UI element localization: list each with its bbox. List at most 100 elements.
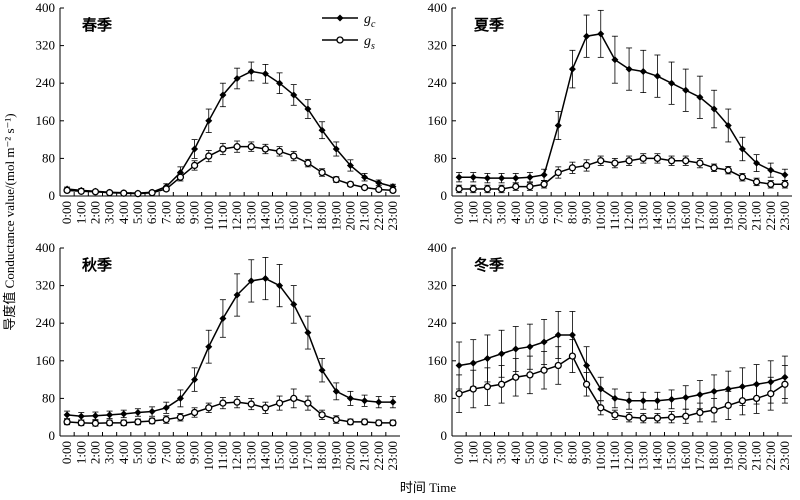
- line: [67, 397, 393, 425]
- marker: [375, 398, 383, 406]
- legend-marker: [336, 14, 344, 22]
- marker: [455, 390, 463, 398]
- marker: [304, 159, 312, 167]
- marker: [781, 380, 789, 388]
- x-tick-label: 20:00: [342, 441, 357, 471]
- marker: [696, 159, 704, 167]
- x-tick-label: 8:00: [564, 441, 579, 464]
- marker: [318, 411, 326, 419]
- marker: [346, 180, 355, 188]
- x-tick-label: 4:00: [116, 201, 131, 224]
- x-tick-label: 18:00: [314, 441, 329, 471]
- x-tick-label: 23:00: [777, 441, 792, 471]
- x-tick-label: 0:00: [451, 201, 466, 224]
- x-tick-label: 7:00: [550, 441, 565, 464]
- legend-label-sub: s: [371, 41, 375, 52]
- marker: [290, 300, 298, 308]
- marker: [389, 398, 397, 406]
- marker: [63, 186, 71, 195]
- marker: [63, 418, 71, 426]
- x-tick-label: 5:00: [130, 441, 145, 464]
- line: [459, 157, 785, 190]
- marker: [261, 275, 269, 283]
- y-tick-label: 240: [36, 75, 56, 90]
- y-tick-label: 0: [49, 188, 56, 203]
- x-tick-label: 21:00: [357, 441, 372, 471]
- marker: [361, 173, 369, 181]
- marker: [276, 79, 284, 87]
- marker: [332, 415, 340, 424]
- marker: [91, 188, 100, 196]
- marker: [455, 185, 463, 193]
- marker: [219, 91, 227, 99]
- marker: [724, 385, 732, 393]
- x-tick-label: 9:00: [579, 201, 594, 224]
- y-tick-label: 80: [434, 150, 447, 165]
- x-tick-label: 22:00: [371, 441, 386, 471]
- marker: [455, 173, 463, 181]
- marker: [261, 145, 270, 153]
- marker: [554, 168, 562, 177]
- x-tick-label: 7:00: [158, 201, 173, 224]
- y-tick-label: 320: [428, 38, 448, 53]
- marker: [91, 419, 100, 427]
- marker: [205, 117, 213, 125]
- marker: [375, 179, 383, 187]
- y-tick-label: 400: [36, 0, 56, 15]
- marker: [753, 159, 761, 167]
- x-tick-label: 2:00: [87, 201, 102, 224]
- marker: [625, 65, 633, 73]
- marker: [375, 185, 383, 194]
- marker: [162, 404, 170, 412]
- x-tick-label: 13:00: [635, 201, 650, 231]
- marker: [597, 404, 605, 412]
- marker: [275, 399, 284, 407]
- y-tick-label: 400: [428, 240, 448, 255]
- x-tick-label: 8:00: [172, 441, 187, 464]
- panel-title: 冬季: [474, 256, 504, 274]
- marker: [512, 345, 520, 353]
- x-tick-label: 18:00: [314, 201, 329, 231]
- marker: [540, 171, 548, 179]
- marker: [625, 157, 633, 165]
- x-tick-label: 16:00: [678, 441, 693, 471]
- panel-title: 秋季: [82, 256, 112, 274]
- marker: [148, 189, 156, 197]
- marker: [191, 376, 199, 384]
- marker: [134, 189, 142, 198]
- marker: [781, 171, 789, 179]
- marker: [625, 397, 633, 405]
- marker: [583, 32, 591, 40]
- marker: [483, 185, 492, 193]
- marker: [568, 331, 576, 339]
- marker: [597, 157, 605, 165]
- marker: [233, 398, 241, 406]
- marker: [261, 404, 270, 412]
- x-tick-label: 7:00: [158, 441, 173, 464]
- marker: [375, 419, 383, 427]
- marker: [653, 154, 662, 163]
- x-tick-label: 4:00: [508, 441, 523, 464]
- marker: [176, 413, 185, 421]
- x-tick-label: 17:00: [692, 441, 707, 471]
- marker: [498, 350, 506, 358]
- marker: [682, 86, 690, 94]
- marker: [304, 399, 312, 407]
- line: [67, 70, 394, 194]
- x-tick-label: 3:00: [102, 441, 117, 464]
- x-tick-label: 1:00: [465, 441, 480, 464]
- x-tick-label: 13:00: [635, 441, 650, 471]
- marker: [105, 419, 114, 427]
- marker: [512, 174, 520, 182]
- marker: [554, 122, 562, 129]
- marker: [767, 166, 775, 174]
- y-tick-label: 240: [36, 315, 56, 330]
- x-tick-label: 0:00: [451, 441, 466, 464]
- x-tick-label: 15:00: [664, 201, 679, 231]
- x-tick-label: 1:00: [73, 201, 88, 224]
- x-tick-label: 4:00: [508, 201, 523, 224]
- marker: [233, 142, 241, 151]
- marker: [710, 406, 718, 414]
- marker: [77, 419, 85, 427]
- marker: [582, 380, 591, 388]
